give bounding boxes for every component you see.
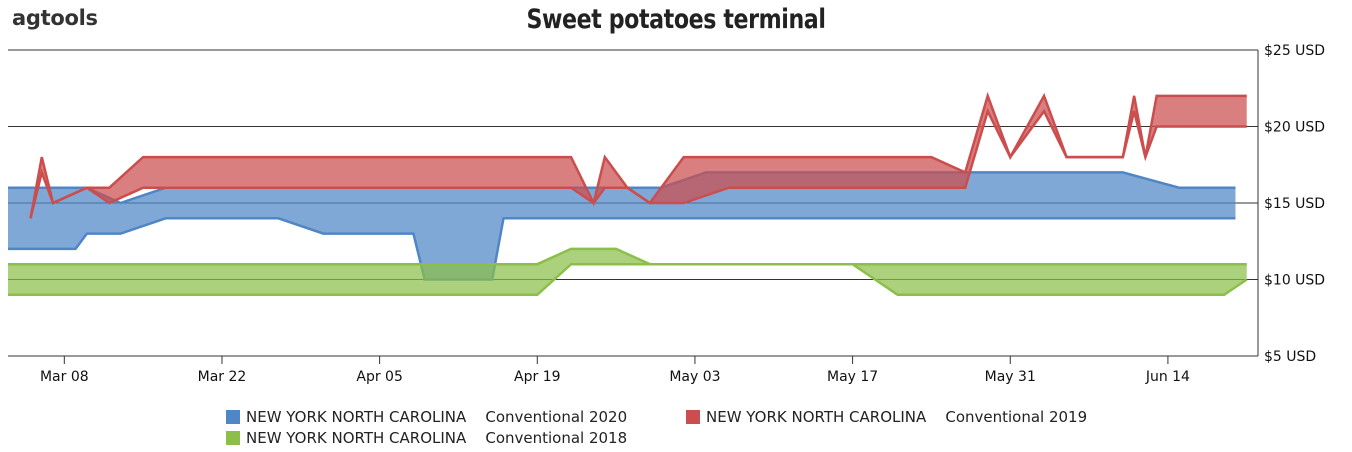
y-axis-ticks: $5 USD $10 USD $15 USD $20 USD $25 USD (1264, 43, 1325, 365)
y-tick-label-3: $20 USD (1264, 120, 1325, 136)
legend-item-2018[interactable]: NEW YORK NORTH CAROLINA Conventional 201… (226, 429, 627, 447)
series-low-line-0 (8, 217, 1236, 281)
series-area-2[interactable] (8, 248, 1247, 295)
legend-swatch-2020 (226, 410, 240, 424)
x-tick-label-4: May 03 (669, 369, 720, 385)
y-tick-label-0: $5 USD (1264, 349, 1316, 365)
series-low-line-1 (29, 107, 1247, 219)
legend-label-2020: NEW YORK NORTH CAROLINA Conventional 202… (246, 408, 628, 426)
legend-item-2019[interactable]: NEW YORK NORTH CAROLINA Conventional 201… (686, 408, 1087, 426)
x-tick-label-5: May 17 (827, 369, 878, 385)
y-tick-label-1: $10 USD (1264, 273, 1325, 289)
legend-swatch-2018 (226, 431, 240, 445)
agtools-logo: agtools (12, 6, 98, 30)
chart-title: Sweet potatoes terminal (526, 4, 826, 35)
x-tick-label-3: Apr 19 (514, 369, 560, 385)
legend-swatch-2019 (686, 410, 700, 424)
legend-label-2019: NEW YORK NORTH CAROLINA Conventional 201… (706, 408, 1088, 426)
x-tick-label-2: Apr 05 (356, 369, 402, 385)
x-tick-label-6: May 31 (985, 369, 1036, 385)
series-low-line-2 (8, 262, 1248, 297)
x-tick-label-1: Mar 22 (198, 369, 247, 385)
x-tick-label-7: Jun 14 (1145, 369, 1190, 385)
x-axis-ticks: Mar 08 Mar 22 Apr 05 Apr 19 May 03 May 17 May … (40, 356, 1190, 385)
y-tick-label-2: $15 USD (1264, 196, 1325, 212)
legend-item-2020[interactable]: NEW YORK NORTH CAROLINA Conventional 202… (226, 408, 627, 426)
series-area-0[interactable] (8, 172, 1236, 280)
y-tick-label-4: $25 USD (1264, 43, 1325, 59)
legend-label-2018: NEW YORK NORTH CAROLINA Conventional 201… (246, 429, 628, 447)
x-tick-label-0: Mar 08 (40, 369, 89, 385)
series-areas (8, 91, 1248, 297)
